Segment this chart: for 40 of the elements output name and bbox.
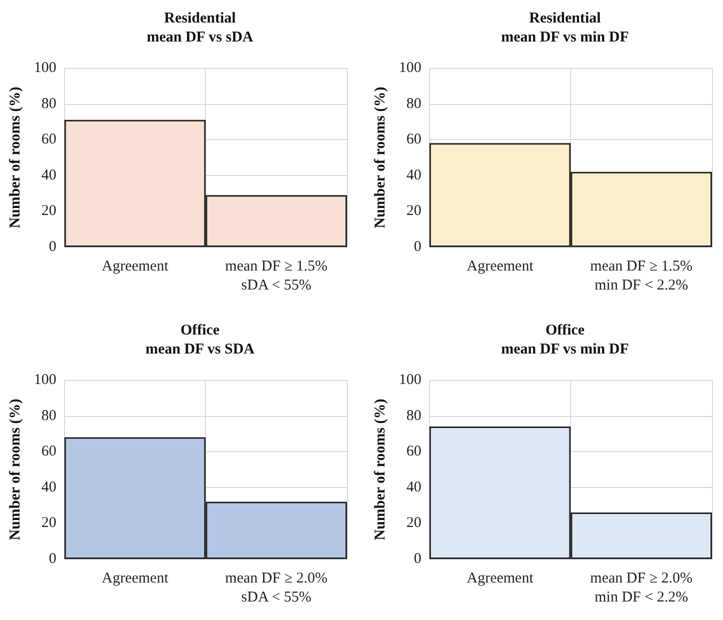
chart-title: Residential mean DF vs sDA — [146, 10, 254, 46]
x-tick-label: mean DF ≥ 2.0% sDA < 55% — [225, 570, 328, 606]
y-tick-label: 40 — [41, 167, 56, 184]
y-tick-label: 0 — [48, 239, 56, 255]
y-tick-label: 100 — [398, 372, 422, 388]
y-tick-label: 80 — [406, 408, 422, 424]
x-tick-label: mean DF ≥ 1.5% min DF < 2.2% — [590, 258, 693, 294]
y-axis-title: Number of rooms (%) — [8, 86, 24, 228]
x-tick-label: Agreement — [466, 258, 534, 274]
chart-title: Residential mean DF vs min DF — [501, 10, 629, 46]
x-tick-label: Agreement — [466, 570, 534, 586]
y-axis-title: Number of rooms (%) — [8, 398, 24, 540]
y-tick-label: 60 — [406, 132, 422, 148]
x-tick-label: Agreement — [102, 258, 170, 274]
y-tick-label: 0 — [414, 239, 422, 255]
y-tick-label: 80 — [406, 96, 422, 112]
x-tick-label: mean DF ≥ 1.5% sDA < 55% — [225, 258, 328, 294]
y-tick-label: 100 — [34, 60, 56, 76]
y-tick-label: 40 — [41, 479, 56, 496]
y-axis-title: Number of rooms (%) — [372, 398, 388, 540]
y-tick-label: 20 — [41, 515, 56, 532]
chart-title: Office mean DF vs min DF — [501, 322, 629, 358]
y-tick-label: 20 — [406, 203, 422, 220]
x-tick-label: Agreement — [102, 570, 170, 586]
y-tick-label: 40 — [406, 167, 422, 184]
y-tick-label: 60 — [41, 444, 56, 460]
x-tick-label: mean DF ≥ 2.0% min DF < 2.2% — [590, 570, 693, 606]
y-tick-label: 80 — [41, 96, 56, 112]
y-tick-label: 40 — [406, 479, 422, 496]
chart-title: Office mean DF vs SDA — [145, 322, 255, 358]
y-tick-label: 0 — [48, 551, 56, 567]
y-axis-title: Number of rooms (%) — [372, 86, 388, 228]
y-tick-label: 0 — [414, 551, 422, 567]
y-tick-label: 20 — [406, 515, 422, 532]
y-tick-label: 100 — [398, 60, 422, 76]
y-tick-label: 20 — [41, 203, 56, 220]
y-tick-label: 60 — [41, 132, 56, 148]
y-tick-label: 60 — [406, 444, 422, 460]
y-tick-label: 100 — [34, 372, 56, 388]
y-tick-label: 80 — [41, 408, 56, 424]
